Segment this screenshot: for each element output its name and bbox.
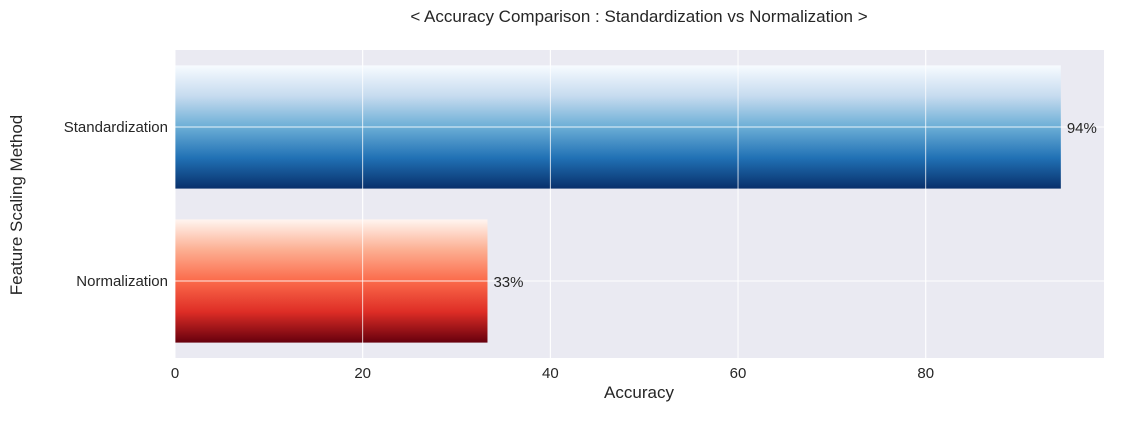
gridlines-overlay [174,50,1104,358]
x-axis-label: Accuracy [604,383,674,402]
x-tick-labels: 0 20 40 60 80 [171,365,934,382]
chart-title: < Accuracy Comparison : Standardization … [410,7,867,26]
data-labels: 94% 33% [493,120,1096,291]
x-tick-label: 0 [171,365,179,382]
x-tick-label: 80 [917,365,934,382]
y-axis-label: Feature Scaling Method [7,115,26,296]
x-tick-label: 20 [354,365,371,382]
data-label-standardization: 94% [1067,120,1097,137]
y-tick-label-normalization: Normalization [76,273,168,290]
y-tick-labels: Standardization Normalization [64,119,168,290]
x-tick-label: 40 [542,365,559,382]
data-label-normalization: 33% [493,274,523,291]
x-tick-label: 60 [730,365,747,382]
y-tick-label-standardization: Standardization [64,119,168,136]
